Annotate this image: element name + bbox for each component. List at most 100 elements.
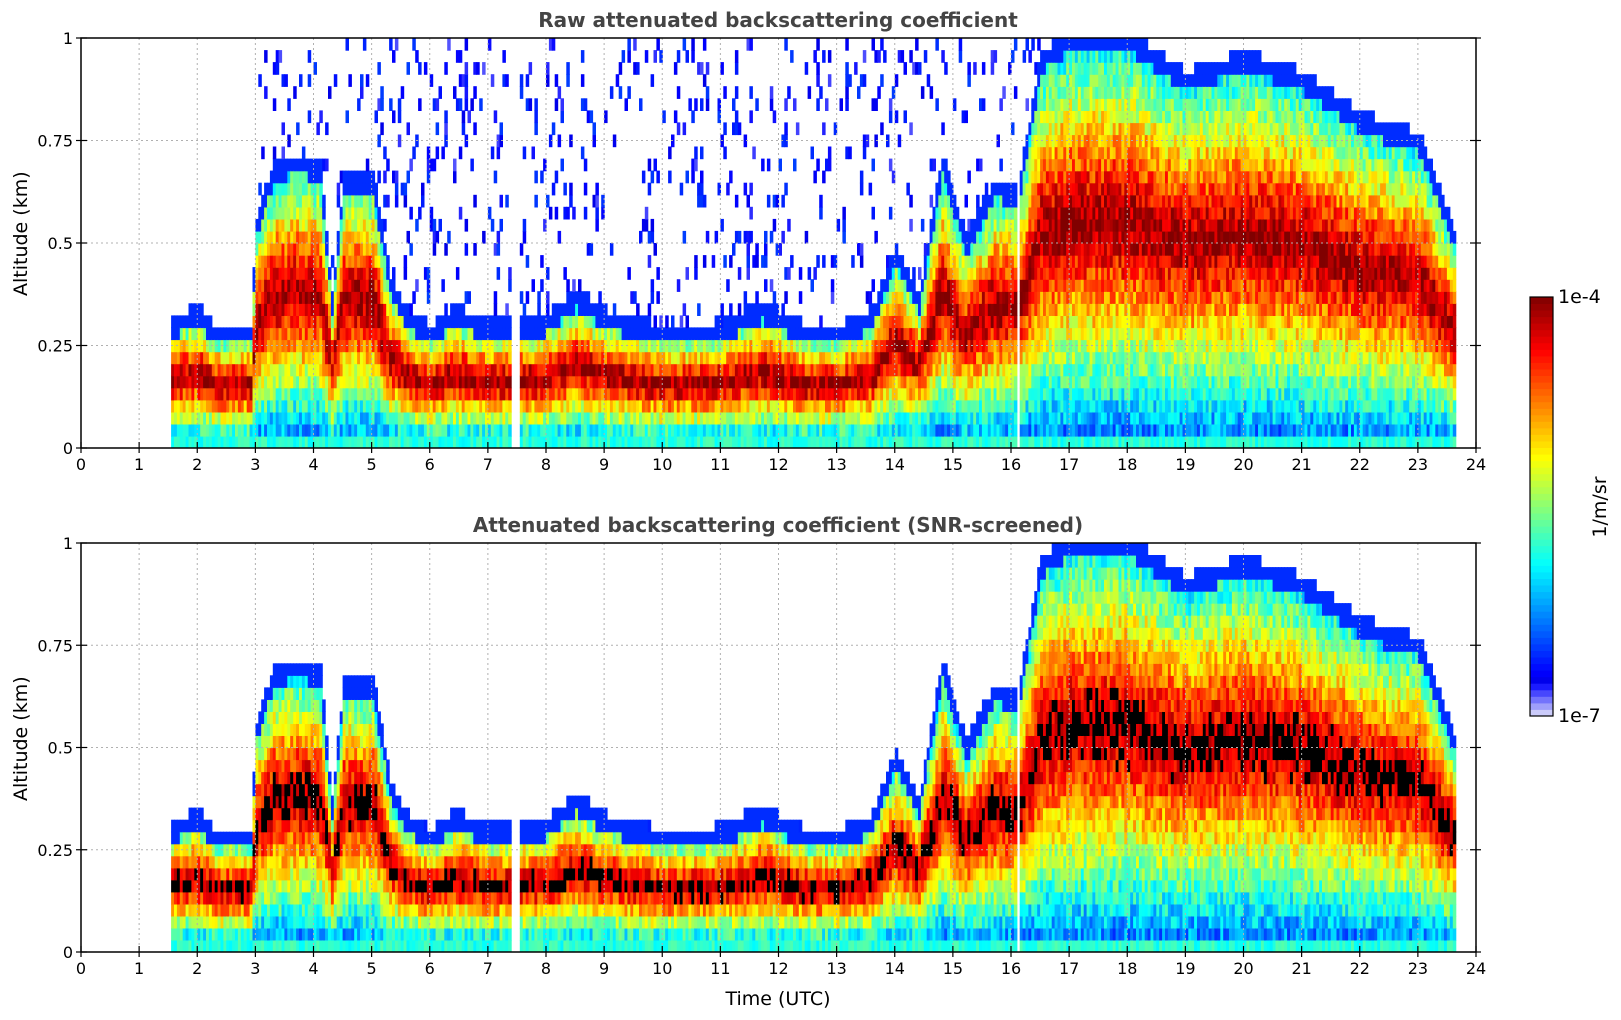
heatmap-cell: [999, 363, 1003, 377]
heatmap-cell: [296, 435, 300, 448]
heatmap-cell: [897, 291, 902, 304]
heatmap-cell: [662, 327, 666, 341]
heatmap-cell: [342, 327, 347, 341]
heatmap-cell: [612, 411, 617, 425]
heatmap-cell: [505, 303, 509, 316]
heatmap-cell: [444, 375, 448, 389]
heatmap-cell: [717, 351, 721, 365]
heatmap-cell: [964, 399, 968, 413]
heatmap-cell: [325, 303, 329, 316]
heatmap-cell: [650, 363, 655, 377]
heatmap-cell: [758, 435, 762, 448]
heatmap-cell: [534, 363, 538, 377]
heatmap-cell: [313, 194, 317, 208]
heatmap-cell: [897, 411, 902, 425]
heatmap-cell: [938, 423, 942, 437]
heatmap-cell: [755, 411, 759, 425]
heatmap-cell: [772, 315, 777, 329]
heatmap-cell: [595, 327, 599, 341]
heatmap-cell: [967, 218, 971, 232]
heatmap-cell: [1008, 206, 1012, 220]
heatmap-cell: [644, 218, 649, 232]
heatmap-cell: [772, 327, 777, 341]
heatmap-cell: [665, 423, 669, 437]
heatmap-cell: [548, 411, 553, 425]
heatmap-cell: [482, 339, 486, 353]
heatmap-cell: [508, 351, 512, 365]
heatmap-cell: [319, 255, 323, 268]
heatmap-cell: [586, 243, 591, 256]
heatmap-cell: [583, 182, 588, 196]
heatmap-cell: [290, 327, 294, 341]
heatmap-cell: [566, 291, 570, 304]
heatmap-cell: [845, 62, 849, 75]
heatmap-cell: [900, 399, 905, 413]
heatmap-cell: [453, 327, 457, 341]
heatmap-cell: [883, 303, 887, 316]
heatmap-cell: [316, 291, 320, 304]
heatmap-cell: [458, 351, 463, 365]
heatmap-cell: [894, 315, 899, 329]
heatmap-cell: [935, 230, 939, 244]
heatmap-cell: [354, 279, 358, 292]
heatmap-cell: [793, 399, 797, 413]
heatmap-cell: [595, 363, 599, 377]
heatmap-cell: [726, 327, 730, 341]
heatmap-cell: [973, 399, 977, 413]
heatmap-cell: [487, 327, 492, 341]
heatmap-cell: [246, 399, 251, 413]
heatmap-cell: [368, 267, 373, 280]
heatmap-cell: [284, 230, 288, 244]
heatmap-cell: [926, 411, 931, 425]
heatmap-cell: [781, 363, 785, 377]
heatmap-cell: [825, 435, 829, 448]
heatmap-cell: [1037, 363, 1041, 377]
heatmap-cell: [1034, 98, 1038, 111]
heatmap-cell: [621, 411, 626, 425]
heatmap-cell: [644, 50, 649, 63]
heatmap-cell: [673, 375, 678, 389]
heatmap-cell: [752, 146, 756, 160]
heatmap-cell: [493, 327, 498, 341]
heatmap-cell: [950, 435, 954, 448]
heatmap-cell: [528, 351, 533, 365]
heatmap-cell: [182, 315, 187, 329]
heatmap-cell: [999, 327, 1003, 341]
heatmap-cell: [700, 399, 704, 413]
heatmap-cell: [1040, 62, 1044, 75]
heatmap-cell: [705, 86, 710, 99]
heatmap-cell: [673, 399, 678, 413]
heatmap-cell: [958, 50, 963, 63]
heatmap-cell: [952, 435, 957, 448]
heatmap-cell: [984, 182, 989, 196]
heatmap-cell: [859, 170, 864, 184]
heatmap-cell: [522, 303, 527, 316]
heatmap-cell: [365, 158, 370, 172]
heatmap-cell: [386, 315, 390, 329]
heatmap-cell: [362, 435, 367, 448]
heatmap-cell: [360, 194, 364, 208]
heatmap-cell: [368, 375, 373, 389]
heatmap-cell: [426, 351, 431, 365]
heatmap-cell: [319, 303, 323, 316]
heatmap-cell: [575, 327, 579, 341]
heatmap-cell: [1022, 387, 1027, 401]
heatmap-cell: [368, 170, 373, 184]
heatmap-cell: [769, 327, 774, 341]
heatmap-cell: [316, 303, 320, 316]
heatmap-cell: [888, 339, 893, 353]
heatmap-cell: [476, 315, 480, 329]
heatmap-cell: [269, 303, 274, 316]
heatmap-cell: [653, 327, 657, 341]
heatmap-cell: [804, 230, 809, 244]
heatmap-cell: [714, 351, 719, 365]
heatmap-cell: [368, 279, 373, 292]
heatmap-cell: [394, 363, 399, 377]
heatmap-cell: [630, 399, 634, 413]
heatmap-cell: [368, 339, 373, 353]
heatmap-cell: [880, 122, 884, 136]
heatmap-cell: [743, 387, 748, 401]
heatmap-cell: [313, 170, 317, 184]
heatmap-cell: [1037, 170, 1041, 184]
heatmap-cell: [981, 194, 986, 208]
